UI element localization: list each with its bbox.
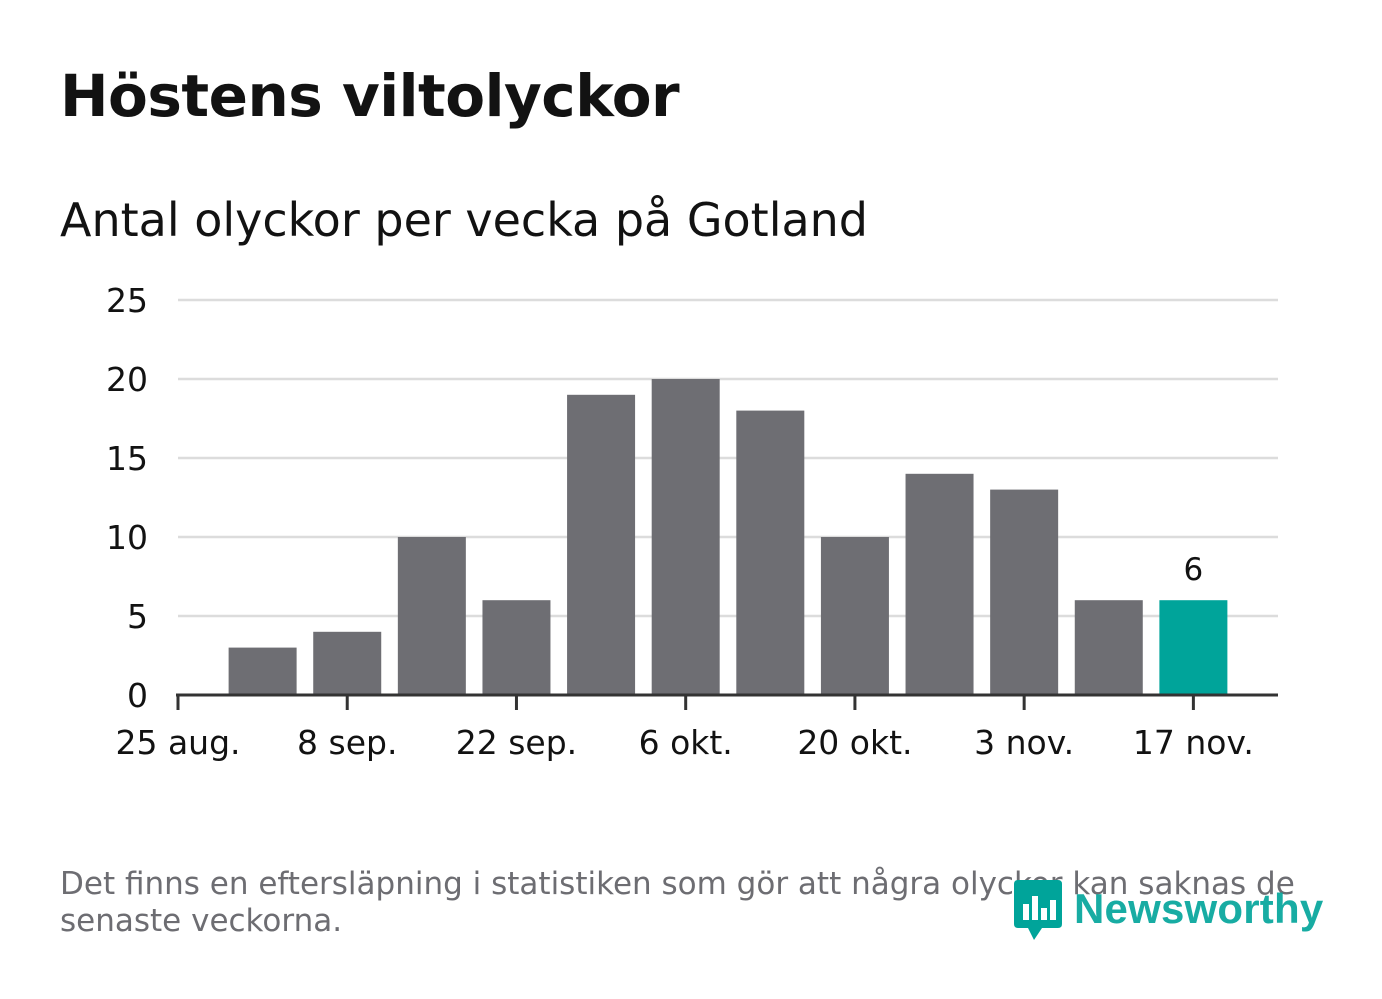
chart-title: Höstens viltolyckor: [60, 62, 680, 130]
x-tick-label: 17 nov.: [1133, 723, 1254, 762]
footnote: Det finns en eftersläpning i statistiken…: [60, 866, 1295, 939]
bar: [1074, 600, 1143, 695]
bar: [736, 410, 805, 695]
y-tick-label: 15: [106, 439, 148, 478]
y-tick-label: 5: [127, 597, 148, 636]
bar: [313, 631, 382, 695]
logo-text: Newsworthy: [1074, 885, 1324, 932]
x-tick-label: 3 nov.: [974, 723, 1074, 762]
x-tick-label: 25 aug.: [115, 723, 240, 762]
x-tick-label: 22 sep.: [456, 723, 577, 762]
bar: [990, 489, 1059, 695]
y-tick-label: 10: [106, 518, 148, 557]
bar: [397, 537, 466, 695]
chart-bubble-icon: [1014, 880, 1062, 940]
bar-highlight: [1159, 600, 1228, 695]
y-tick-label: 20: [106, 360, 148, 399]
bar: [482, 600, 551, 695]
y-tick-label: 25: [106, 281, 148, 320]
x-tick-label: 20 okt.: [797, 723, 912, 762]
newsworthy-logo: Newsworthy: [1012, 876, 1323, 942]
chart-subtitle: Antal olyckor per vecka på Gotland: [60, 193, 869, 247]
x-tick-label: 8 sep.: [297, 723, 397, 762]
bar: [905, 473, 974, 695]
bar: [651, 379, 720, 695]
x-tick-label: 6 okt.: [639, 723, 733, 762]
bar: [228, 647, 297, 695]
data-label: 6: [1184, 552, 1204, 588]
bar: [567, 394, 636, 695]
y-tick-label: 0: [127, 676, 148, 715]
bar: [820, 537, 889, 695]
